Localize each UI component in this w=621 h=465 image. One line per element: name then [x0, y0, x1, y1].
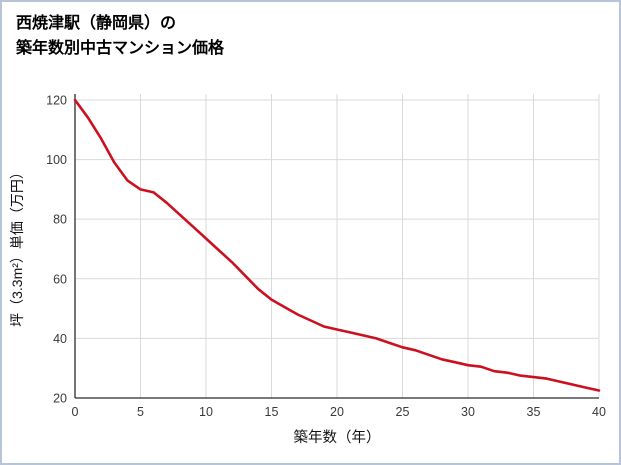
y-tick-label: 60	[53, 272, 67, 286]
x-tick-label: 30	[461, 405, 475, 419]
x-tick-label: 20	[330, 405, 344, 419]
y-tick-label: 100	[46, 153, 67, 167]
y-axis-title: 坪（3.3m²）単価（万円）	[9, 165, 25, 327]
price-line	[73, 98, 601, 392]
price-line-chart: 20 40 60 80 100 120 0 5 10 15 20 25 30 35 40 築年数（年） 坪（3.…	[9, 93, 606, 446]
chart-title-line1: 西焼津駅（静岡県）の	[16, 15, 177, 32]
chart-title-line2: 築年数別中古マンション価格	[16, 39, 225, 57]
y-tick-label: 80	[53, 212, 67, 226]
y-tick-label: 40	[53, 331, 67, 345]
x-tick-label: 35	[527, 405, 541, 419]
chart-title: 西焼津駅（静岡県）の 築年数別中古マンション価格	[2, 2, 619, 62]
x-axis-title: 築年数（年）	[294, 428, 381, 446]
x-tick-label: 10	[199, 405, 213, 419]
y-tick-label: 20	[53, 391, 67, 405]
y-tick-label: 120	[46, 93, 67, 107]
x-tick-label: 0	[72, 405, 79, 419]
x-tick-label: 5	[137, 405, 144, 419]
x-tick-label: 25	[396, 405, 410, 419]
x-tick-label: 40	[592, 405, 606, 419]
x-tick-label: 15	[265, 405, 279, 419]
